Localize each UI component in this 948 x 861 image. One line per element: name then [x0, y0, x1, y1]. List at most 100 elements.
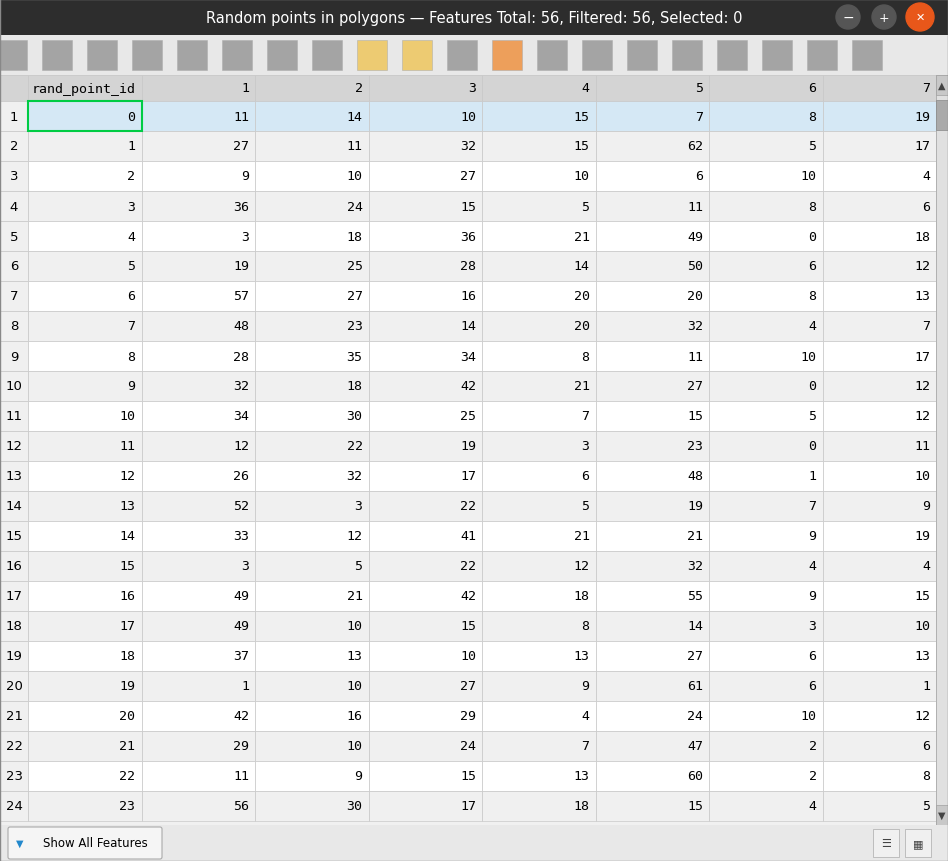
- Text: 32: 32: [347, 470, 362, 483]
- Bar: [482, 251, 595, 282]
- Text: 3: 3: [9, 170, 18, 183]
- Text: 1: 1: [241, 679, 249, 693]
- Text: 2: 2: [127, 170, 136, 183]
- Text: 10: 10: [347, 170, 362, 183]
- Text: 7: 7: [809, 500, 816, 513]
- Bar: [709, 102, 823, 132]
- Bar: [936, 101, 948, 131]
- Bar: [0, 522, 28, 551]
- Text: 21: 21: [119, 740, 136, 753]
- Text: 21: 21: [574, 230, 590, 243]
- Bar: [369, 401, 482, 431]
- Bar: [823, 192, 936, 222]
- Text: 23: 23: [6, 770, 23, 783]
- Bar: [369, 791, 482, 821]
- Bar: [141, 401, 255, 431]
- Bar: [709, 551, 823, 581]
- Bar: [823, 401, 936, 431]
- Text: rand_point_id: rand_point_id: [31, 83, 136, 96]
- Text: 9: 9: [809, 590, 816, 603]
- Text: 29: 29: [460, 709, 476, 722]
- Text: Random points in polygons — Features Total: 56, Filtered: 56, Selected: 0: Random points in polygons — Features Tot…: [206, 10, 742, 26]
- Bar: [369, 701, 482, 731]
- Text: 14: 14: [687, 620, 703, 633]
- Text: 21: 21: [687, 530, 703, 543]
- Bar: [823, 372, 936, 401]
- Bar: [595, 132, 709, 162]
- Bar: [369, 611, 482, 641]
- Text: 6: 6: [809, 679, 816, 693]
- Bar: [492, 41, 522, 71]
- Bar: [28, 162, 141, 192]
- Bar: [177, 41, 207, 71]
- Text: 15: 15: [460, 620, 476, 633]
- Text: 9: 9: [127, 380, 136, 393]
- Bar: [141, 342, 255, 372]
- Bar: [823, 76, 936, 102]
- Bar: [28, 431, 141, 461]
- Bar: [709, 701, 823, 731]
- Bar: [255, 401, 369, 431]
- Bar: [369, 761, 482, 791]
- Bar: [87, 41, 117, 71]
- Text: 13: 13: [6, 470, 23, 483]
- Text: 11: 11: [914, 440, 930, 453]
- Bar: [369, 551, 482, 581]
- Text: 5: 5: [127, 260, 136, 273]
- Bar: [595, 342, 709, 372]
- Bar: [369, 76, 482, 102]
- Text: 5: 5: [581, 201, 590, 214]
- Text: 25: 25: [347, 260, 362, 273]
- Bar: [595, 492, 709, 522]
- Bar: [0, 192, 28, 222]
- Bar: [823, 581, 936, 611]
- Text: 8: 8: [9, 320, 18, 333]
- Text: 21: 21: [6, 709, 23, 722]
- Text: 12: 12: [233, 440, 249, 453]
- Text: 18: 18: [347, 380, 362, 393]
- Bar: [141, 581, 255, 611]
- Text: 6: 6: [809, 83, 816, 96]
- Bar: [369, 372, 482, 401]
- Bar: [482, 372, 595, 401]
- Text: 16: 16: [347, 709, 362, 722]
- Text: 8: 8: [809, 110, 816, 123]
- Bar: [28, 492, 141, 522]
- Bar: [141, 731, 255, 761]
- Text: 3: 3: [241, 230, 249, 243]
- Text: 11: 11: [687, 201, 703, 214]
- Bar: [595, 551, 709, 581]
- Bar: [402, 41, 432, 71]
- Text: 11: 11: [347, 140, 362, 153]
- Text: 27: 27: [460, 170, 476, 183]
- Bar: [709, 611, 823, 641]
- Bar: [255, 431, 369, 461]
- Text: 9: 9: [581, 679, 590, 693]
- Text: 26: 26: [233, 470, 249, 483]
- Text: 18: 18: [574, 800, 590, 813]
- Text: 9: 9: [922, 500, 930, 513]
- Bar: [595, 312, 709, 342]
- Bar: [595, 222, 709, 251]
- Text: 6: 6: [809, 260, 816, 273]
- Bar: [0, 282, 28, 312]
- Text: 24: 24: [687, 709, 703, 722]
- Text: 14: 14: [347, 110, 362, 123]
- Text: 10: 10: [800, 709, 816, 722]
- Bar: [141, 76, 255, 102]
- Text: 4: 4: [581, 709, 590, 722]
- Bar: [28, 581, 141, 611]
- Text: 4: 4: [922, 170, 930, 183]
- Bar: [267, 41, 297, 71]
- Text: 10: 10: [460, 110, 476, 123]
- Text: 12: 12: [6, 440, 23, 453]
- Text: 14: 14: [574, 260, 590, 273]
- Bar: [482, 461, 595, 492]
- Bar: [255, 162, 369, 192]
- Text: 10: 10: [119, 410, 136, 423]
- Bar: [0, 431, 28, 461]
- Bar: [709, 731, 823, 761]
- Bar: [255, 492, 369, 522]
- Bar: [0, 791, 28, 821]
- Bar: [537, 41, 567, 71]
